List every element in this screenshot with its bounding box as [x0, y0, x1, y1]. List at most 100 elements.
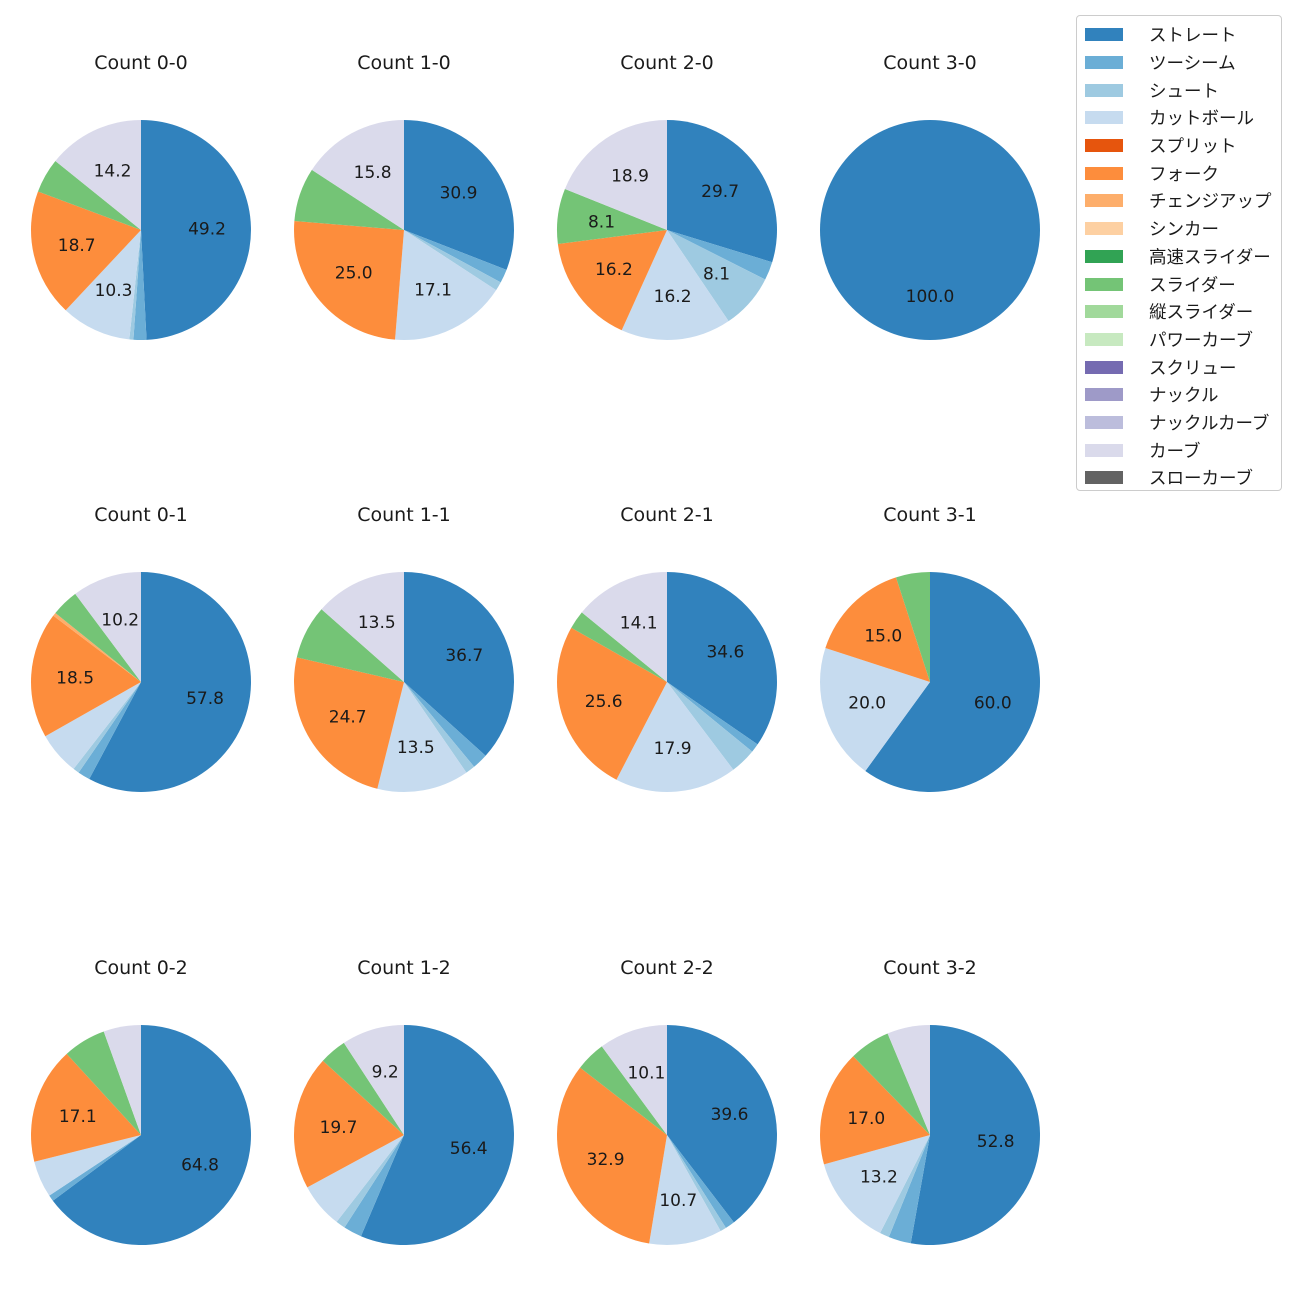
slice-value-label: 25.6 — [585, 692, 623, 712]
pie-slice — [52, 1025, 252, 1246]
pie-slice — [55, 593, 142, 682]
pie-slice — [141, 120, 251, 340]
pie-slice — [667, 682, 758, 752]
legend-item: ナックル — [1077, 381, 1281, 409]
pie-slice — [311, 120, 404, 230]
slice-value-label: 9.2 — [372, 1063, 399, 1083]
pie-slice — [667, 120, 778, 263]
slice-value-label: 13.5 — [358, 613, 396, 633]
slice-value-label: 39.6 — [711, 1105, 749, 1125]
legend-swatch — [1085, 332, 1123, 346]
chart-title: Count 2-0 — [620, 52, 714, 74]
pie-slice — [667, 1135, 734, 1228]
slice-value-label: 18.7 — [58, 236, 96, 256]
slice-value-label: 52.8 — [977, 1132, 1015, 1152]
legend-label: フォーク — [1149, 164, 1219, 185]
slice-value-label: 16.2 — [595, 260, 633, 280]
pie-slice — [880, 1135, 930, 1238]
slice-value-label: 15.8 — [354, 163, 392, 183]
legend-label: 高速スライダー — [1149, 247, 1271, 268]
pie-slice — [667, 230, 773, 280]
legend-swatch — [1085, 471, 1123, 485]
pie-slice — [129, 230, 141, 340]
pie-chart: Count 3-0 100.0 — [820, 52, 1040, 340]
slice-value-label: 57.8 — [186, 689, 224, 709]
legend-label: スライダー — [1149, 275, 1236, 296]
legend-item: スライダー — [1077, 270, 1281, 298]
pie-slice — [45, 682, 141, 769]
pie-slice — [75, 572, 141, 682]
pie-chart: Count 3-1 60.0 20.0 15.0 — [819, 504, 1040, 792]
legend-swatch — [1085, 443, 1123, 457]
pie-slice — [377, 682, 467, 792]
legend-label: スローカーブ — [1149, 469, 1253, 490]
pie-slice — [404, 682, 486, 767]
legend-label: シンカー — [1149, 220, 1219, 241]
pie-slice — [321, 572, 404, 682]
slice-value-label: 36.7 — [445, 646, 483, 666]
pie-slice — [30, 615, 142, 737]
slice-value-label: 17.9 — [654, 739, 692, 759]
legend-label: 縦スライダー — [1149, 303, 1254, 324]
chart-title: Count 1-2 — [357, 957, 451, 979]
pie-chart: Count 0-1 57.8 18.5 10.2 — [30, 504, 252, 792]
legend-swatch — [1085, 28, 1123, 42]
chart-title: Count 1-0 — [357, 52, 451, 74]
slice-value-label: 29.7 — [701, 182, 739, 202]
pie-slice — [404, 230, 507, 283]
pie-slice — [78, 682, 141, 780]
legend-item: パワーカーブ — [1077, 326, 1281, 354]
slice-value-label: 64.8 — [181, 1156, 219, 1176]
pie-slice — [31, 1053, 142, 1162]
pie-slice — [404, 572, 515, 756]
pie-slice — [621, 230, 729, 341]
slice-value-label: 49.2 — [188, 219, 226, 239]
slice-value-label: 20.0 — [848, 693, 886, 713]
pie-slice — [667, 1135, 726, 1232]
legend-swatch — [1085, 194, 1123, 208]
chart-title: Count 2-1 — [620, 504, 714, 526]
slice-value-label: 17.1 — [414, 280, 452, 300]
legend-label: ナックル — [1149, 386, 1219, 407]
slice-value-label: 100.0 — [906, 287, 955, 307]
pie-slice — [293, 1060, 404, 1188]
pie-slice — [616, 682, 734, 793]
pie-slice — [307, 1135, 404, 1222]
pie-slice — [73, 682, 141, 773]
chart-title: Count 3-1 — [883, 504, 977, 526]
legend-label: ツーシーム — [1149, 54, 1236, 75]
legend-item: シンカー — [1077, 215, 1281, 243]
pie-slice — [55, 120, 142, 230]
legend-label: カットボール — [1149, 109, 1254, 130]
legend-swatch — [1085, 388, 1123, 402]
pie-slice — [322, 1042, 404, 1135]
pie-slice — [294, 221, 404, 340]
chart-title: Count 0-0 — [94, 52, 188, 74]
legend-swatch — [1085, 360, 1123, 374]
legend-item: スローカーブ — [1077, 464, 1281, 492]
legend-swatch — [1085, 166, 1123, 180]
legend-label: カーブ — [1149, 441, 1201, 462]
slice-value-label: 10.7 — [659, 1191, 697, 1211]
legend-item: ツーシーム — [1077, 49, 1281, 77]
slice-value-label: 17.0 — [847, 1109, 885, 1129]
pie-slice — [887, 1025, 930, 1135]
slice-value-label: 17.1 — [59, 1107, 97, 1127]
pie-slice — [294, 169, 404, 230]
slice-value-label: 15.0 — [864, 626, 902, 646]
pie-slice — [344, 1135, 404, 1237]
pie-slice — [649, 1135, 721, 1246]
legend-item: 高速スライダー — [1077, 243, 1281, 271]
legend-item: ストレート — [1077, 21, 1281, 49]
legend-item: フォーク — [1077, 159, 1281, 187]
slice-value-label: 8.1 — [703, 265, 730, 285]
pie-chart: Count 2-0 29.7 8.1 16.2 16.2 8.1 18.9 — [556, 52, 778, 341]
slice-value-label: 14.2 — [94, 162, 132, 182]
pie-slice — [820, 120, 1040, 340]
pie-slice — [825, 577, 930, 682]
pie-chart: Count 1-0 30.9 17.1 25.0 15.8 — [294, 52, 515, 340]
pie-slice — [601, 1025, 667, 1135]
pie-slice — [667, 572, 778, 745]
legend-swatch — [1085, 415, 1123, 429]
